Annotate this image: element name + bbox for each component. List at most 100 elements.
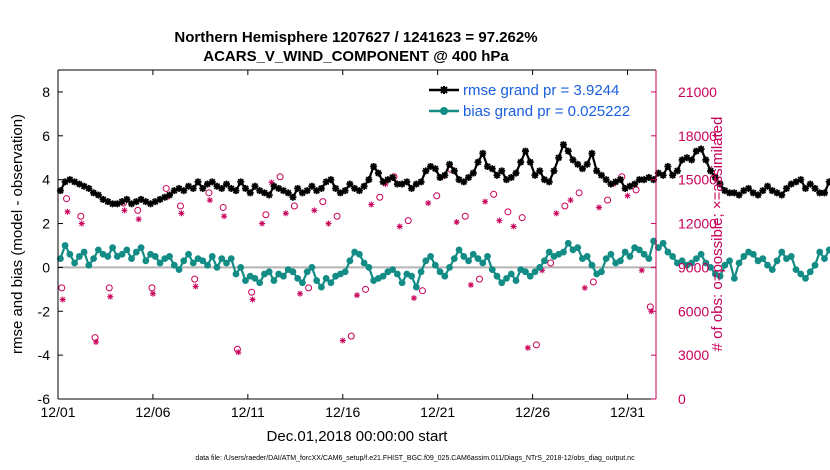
bias-point [825,246,830,254]
rmse-point [597,171,605,179]
y-axis-label-right: # of obs: o=possible; ×=assimilated [709,117,726,352]
obs-possible-point [433,192,441,200]
rmse-point [806,180,814,188]
rmse-point [820,189,828,197]
rmse-point [559,141,567,149]
rmse-point [422,167,430,175]
bias-point [256,279,264,287]
bias-point [412,283,420,291]
rmse-point [232,187,240,195]
obs-assimilated-point [59,296,66,303]
bias-point [265,268,273,276]
bias-point [816,248,824,256]
bias-point [811,261,819,269]
bias-point [821,255,828,263]
rmse-point [417,178,425,186]
bias-point [398,279,406,287]
legend-rmse-marker [440,86,448,94]
rmse-point [550,167,558,175]
obs-possible-point [63,195,71,203]
obs-assimilated-point [249,296,256,303]
bias-point [142,257,150,265]
obs-possible-point [262,211,270,219]
y-tick-label-left: -4 [38,347,51,363]
bias-point [749,250,757,258]
bias-point [560,248,567,256]
bias-point [512,277,520,284]
rmse-point [365,176,373,184]
y-ticks-right: 0 3000 6000 9000 12000 15000 18000 21000 [651,84,717,407]
obs-assimilated-point [596,204,603,211]
bias-series [56,237,830,291]
y-tick-label-left: 2 [42,216,50,232]
bias-point [474,255,482,263]
obs-assimilated-point [135,216,142,223]
bias-point [640,250,648,258]
obs-possible-point [191,275,199,283]
rmse-point [166,191,174,199]
rmse-point [450,167,458,175]
bias-point [251,274,259,282]
bias-point [531,268,539,276]
obs-possible-point [58,284,66,292]
obs-possible-point [148,284,156,292]
rmse-point [265,191,273,199]
obs-assimilated-point [553,210,560,217]
bias-point [242,277,249,284]
bias-point [787,253,795,260]
obs-possible-point [490,190,498,198]
rmse-point [241,184,249,192]
rmse-point [702,156,710,164]
rmse-point [308,182,316,190]
obs-possible-point [77,212,85,220]
y-tick-label-left: -2 [38,303,51,319]
rmse-point [593,167,601,175]
rmse-point [431,165,439,173]
x-axis-label: Dec.01,2018 00:00:00 start [267,428,449,445]
rmse-point [474,158,482,166]
bias-point [303,268,311,276]
rmse-point [199,184,207,192]
rmse-point [374,169,382,177]
obs-possible-point [632,186,640,194]
bias-point [427,253,434,260]
rmse-point [669,171,677,179]
obs-assimilated-point [282,210,289,217]
obs-assimilated-point [221,213,228,220]
rmse-point [94,191,102,199]
rmse-point [754,191,762,199]
y-tick-label-right: 18000 [678,128,717,144]
rmse-point [208,178,216,186]
bias-point [71,259,79,267]
bias-point [598,268,605,276]
obs-possible-point [134,206,142,214]
rmse-point [764,182,772,190]
rmse-point [664,163,672,171]
rmse-point [531,171,539,179]
obs-assimilated-point [567,197,574,204]
obs-assimilated-point [78,220,85,227]
rmse-point [218,184,226,192]
rmse-point [441,171,449,179]
bias-point [436,268,444,276]
bias-point [289,268,297,276]
bias-point [764,261,771,269]
obs-assimilated-point [206,197,213,204]
y-tick-label-left: 6 [42,128,50,144]
rmse-point [517,158,525,166]
bias-point [128,255,135,263]
bias-point [441,272,449,280]
obs-assimilated-point [297,290,304,297]
obs-possible-point [589,278,597,286]
obs-possible-point [290,202,298,210]
obs-assimilated-point [121,207,128,214]
bias-point [650,237,658,245]
rmse-point [616,176,624,184]
bias-point [346,257,354,265]
bias-point [564,239,572,247]
bias-point [479,259,487,267]
legend-bias-marker [440,107,448,115]
bias-point [270,277,278,284]
bias-point [313,277,321,284]
